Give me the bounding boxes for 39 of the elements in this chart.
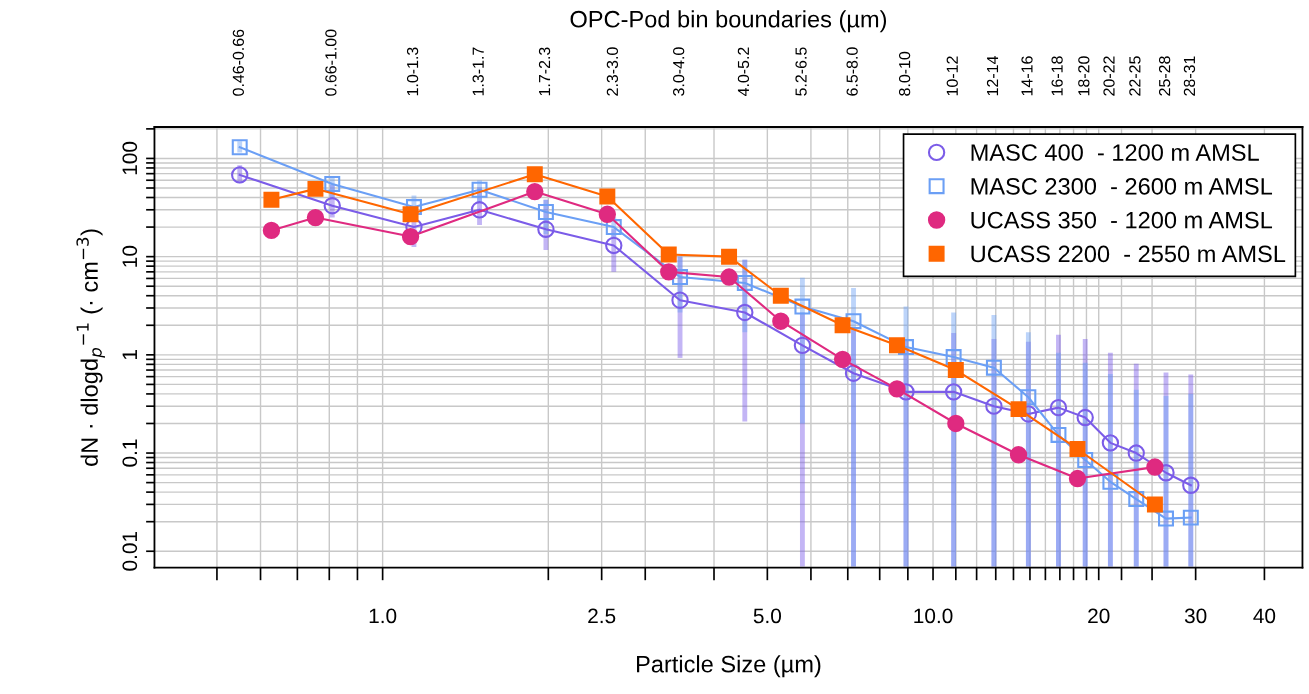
x-tick-label: 2.5 (588, 608, 616, 624)
text: 6.5-8.0 (846, 47, 858, 96)
text: 5.2-6.5 (795, 47, 807, 96)
x-axis-title: Particle Size (µm) (637, 655, 821, 678)
legend-label: UCASS 350 - 1200 m AMSL (971, 211, 1273, 229)
legend-label: UCASS 2200 - 2550 m AMSL (971, 245, 1286, 263)
x-tick-label: 30 (1184, 608, 1207, 624)
text: 0.46-0.66 (232, 29, 245, 96)
x2-axis-title: OPC-Pod bin boundaries (µm) (570, 10, 887, 33)
y-tick-label: 1 (122, 350, 137, 360)
x-tick-label: 5.0 (753, 608, 782, 624)
x-tick-label: 40 (1253, 608, 1276, 624)
text: 4.0-5.2 (737, 47, 750, 97)
x-tick-label: 10.0 (914, 608, 953, 624)
legend-label: MASC 2300 - 2600 m AMSL (971, 177, 1273, 195)
text: 1.0-1.3 (406, 47, 419, 96)
text: 1.7-2.3 (538, 47, 551, 96)
text: 18-20 (1078, 56, 1090, 96)
text: 22-25 (1129, 56, 1141, 96)
text: 28-31 (1183, 56, 1196, 96)
y-tick-label: 0.01 (122, 531, 138, 571)
text: 3.0-4.0 (673, 47, 685, 96)
text: 25-28 (1158, 56, 1171, 96)
legend-label: MASC 400 - 1200 m AMSL (971, 144, 1259, 161)
text: 14-16 (1021, 56, 1033, 96)
y-tick-label: 0.1 (122, 439, 138, 467)
text: 8.0-10 (898, 51, 911, 96)
text: 12-14 (986, 56, 999, 96)
y-axis-title: dN · dlogd$_{p}$$^{−1}$ (· cm$^{−3}$) (76, 229, 105, 466)
y-tick-label: 100 (122, 141, 138, 175)
y-tick-label: 10 (122, 245, 138, 267)
text: 16-18 (1051, 56, 1063, 96)
text: 2.3-3.0 (606, 47, 619, 96)
x-tick-label: 1.0 (369, 608, 397, 624)
text: 10-12 (946, 56, 958, 96)
text: 20-22 (1103, 56, 1115, 96)
text: 0.66-1.00 (325, 29, 337, 96)
text: 1.3-1.7 (472, 47, 484, 96)
x-tick-label: 20 (1088, 608, 1110, 624)
